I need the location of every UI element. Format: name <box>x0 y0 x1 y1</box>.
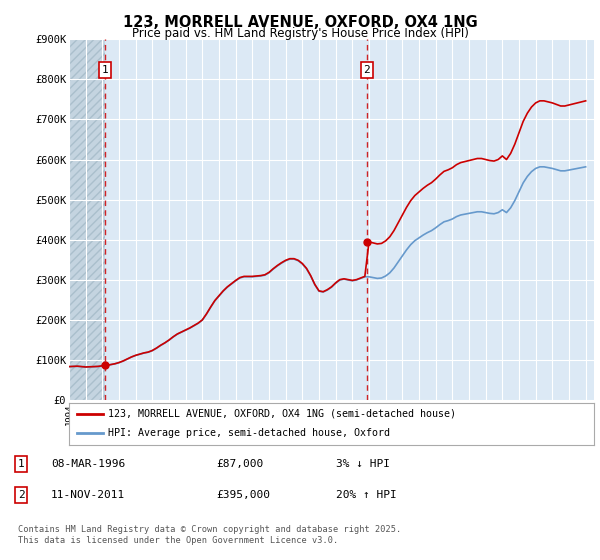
Text: Contains HM Land Registry data © Crown copyright and database right 2025.
This d: Contains HM Land Registry data © Crown c… <box>18 525 401 545</box>
Text: 2: 2 <box>17 490 25 500</box>
Text: £395,000: £395,000 <box>216 490 270 500</box>
Text: HPI: Average price, semi-detached house, Oxford: HPI: Average price, semi-detached house,… <box>109 428 391 438</box>
Text: 1: 1 <box>17 459 25 469</box>
Text: Price paid vs. HM Land Registry's House Price Index (HPI): Price paid vs. HM Land Registry's House … <box>131 27 469 40</box>
Text: 2: 2 <box>364 65 370 75</box>
Text: 123, MORRELL AVENUE, OXFORD, OX4 1NG (semi-detached house): 123, MORRELL AVENUE, OXFORD, OX4 1NG (se… <box>109 409 457 419</box>
Text: 3% ↓ HPI: 3% ↓ HPI <box>336 459 390 469</box>
Text: 20% ↑ HPI: 20% ↑ HPI <box>336 490 397 500</box>
Bar <box>69 39 106 400</box>
Text: £87,000: £87,000 <box>216 459 263 469</box>
Text: 1: 1 <box>102 65 109 75</box>
Text: 123, MORRELL AVENUE, OXFORD, OX4 1NG: 123, MORRELL AVENUE, OXFORD, OX4 1NG <box>122 15 478 30</box>
Bar <box>69 39 106 400</box>
Text: 08-MAR-1996: 08-MAR-1996 <box>51 459 125 469</box>
Text: 11-NOV-2011: 11-NOV-2011 <box>51 490 125 500</box>
